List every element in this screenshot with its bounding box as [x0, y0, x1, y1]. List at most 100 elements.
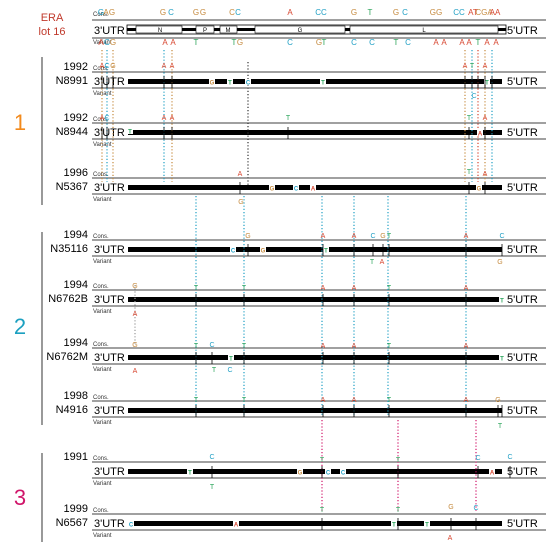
variant-label: Variant	[93, 197, 112, 203]
substitution-box	[484, 79, 490, 85]
group-number: 2	[14, 314, 26, 339]
substitution-box	[391, 521, 397, 527]
substitution-letter: C	[231, 248, 236, 254]
site-letter: T	[286, 115, 291, 122]
utr-5-label: 5'UTR	[507, 76, 538, 88]
intergenic-block	[498, 28, 506, 31]
header-cons-letter: A	[287, 8, 293, 17]
strain-year: 1998	[64, 390, 88, 402]
header-cons-letter: A	[103, 8, 109, 17]
site-letter: T	[387, 343, 392, 350]
group-number: 3	[14, 485, 26, 510]
utr-3-label: 3'UTR	[94, 244, 125, 256]
header-variant-letter: C	[287, 38, 293, 47]
utr-5-label: 5'UTR	[507, 127, 538, 139]
substitution-letter: C	[246, 80, 251, 86]
strain-year: 1994	[64, 279, 88, 291]
strain-id: N5367	[56, 181, 88, 193]
cons-label: Cons.	[93, 66, 109, 72]
site-letter: T	[396, 507, 401, 514]
substitution-letter: T	[229, 356, 233, 362]
site-letter: A	[321, 285, 326, 292]
site-letter: G	[495, 397, 500, 404]
header-variant-letter: T	[394, 38, 399, 47]
site-letter: A	[321, 397, 326, 404]
substitution-letter: C	[341, 470, 346, 476]
substitution-box	[325, 469, 331, 475]
header-cons-letter: C	[402, 8, 408, 17]
substitution-letter: C	[129, 522, 134, 528]
gene-label-p: P	[203, 28, 207, 34]
substitution-box	[228, 355, 234, 361]
header-cons-letter: T	[368, 8, 373, 17]
site-letter: A	[464, 397, 469, 404]
site-letter: A	[133, 368, 138, 375]
header-cons-letter: CGA	[475, 8, 493, 17]
variant-label: Variant	[93, 142, 112, 148]
utr-3-label: 3'UTR	[94, 294, 125, 306]
utr-5-label: 5'UTR	[507, 466, 538, 478]
substitution-box	[499, 297, 505, 303]
strain-id: N8944	[56, 126, 88, 138]
site-letter: G	[497, 259, 502, 266]
cons-label: Cons.	[93, 395, 109, 401]
site-letter: A	[162, 63, 167, 70]
site-letter: T	[194, 285, 199, 292]
substitution-box	[269, 185, 275, 191]
genome-bar	[128, 79, 502, 84]
substitution-box	[230, 247, 236, 253]
header-variant-letter: C	[405, 38, 411, 47]
substitution-box	[127, 128, 133, 134]
substitution-letter: A	[478, 131, 483, 137]
substitution-letter: T	[128, 129, 132, 135]
header-variant-letter: A	[484, 38, 490, 47]
substitution-box	[424, 521, 430, 527]
header-cons-letter: G	[393, 8, 399, 17]
header-cons-letter: CC	[453, 8, 465, 17]
site-letter: A	[133, 311, 138, 318]
utr-3-label: 3'UTR	[94, 127, 125, 139]
header-cons-letter: G	[98, 8, 104, 17]
variant-label: Variant	[93, 367, 112, 373]
site-letter: T	[194, 397, 199, 404]
site-letter: G	[245, 233, 250, 240]
site-letter: G	[380, 233, 385, 240]
substitution-box	[233, 521, 239, 527]
site-letter: A	[380, 259, 385, 266]
site-letter: C	[471, 93, 476, 100]
header-variant-letter: A	[493, 38, 499, 47]
header-cons-letter: C	[168, 8, 174, 17]
site-letter: A	[100, 115, 105, 122]
substitution-letter: C	[294, 186, 299, 192]
variant-label: Variant	[93, 420, 112, 426]
substitution-letter: T	[321, 80, 325, 86]
site-letter: A	[464, 285, 469, 292]
header-variant-letter: A	[433, 38, 439, 47]
utr-3-label: 3'UTR	[94, 76, 125, 88]
substitution-box	[187, 469, 193, 475]
header-cons-letter: G	[193, 8, 199, 17]
intergenic-block	[214, 28, 220, 31]
site-letter: C	[507, 454, 512, 461]
substitution-box	[340, 469, 346, 475]
header-variant-letter: C	[104, 38, 110, 47]
header-cons-letter: G	[160, 8, 166, 17]
substitution-box	[260, 247, 266, 253]
variant-label: Variant	[93, 259, 112, 265]
substitution-letter: T	[425, 522, 429, 528]
header-variant-letter: A	[162, 38, 168, 47]
substitution-letter: G	[261, 248, 266, 254]
header-variant-letter: T	[476, 38, 481, 47]
site-letter: A	[321, 343, 326, 350]
site-letter: C	[209, 342, 214, 349]
header-variant-letter: G	[110, 38, 116, 47]
substitution-box	[310, 185, 316, 191]
genome-bar	[128, 469, 502, 474]
header-variant-letter: G	[316, 38, 322, 47]
substitution-letter: T	[188, 470, 192, 476]
header-variant-letter: G	[237, 38, 243, 47]
strain-year: 1996	[64, 167, 88, 179]
intergenic-block	[237, 28, 255, 31]
substitution-letter: A	[490, 470, 495, 476]
